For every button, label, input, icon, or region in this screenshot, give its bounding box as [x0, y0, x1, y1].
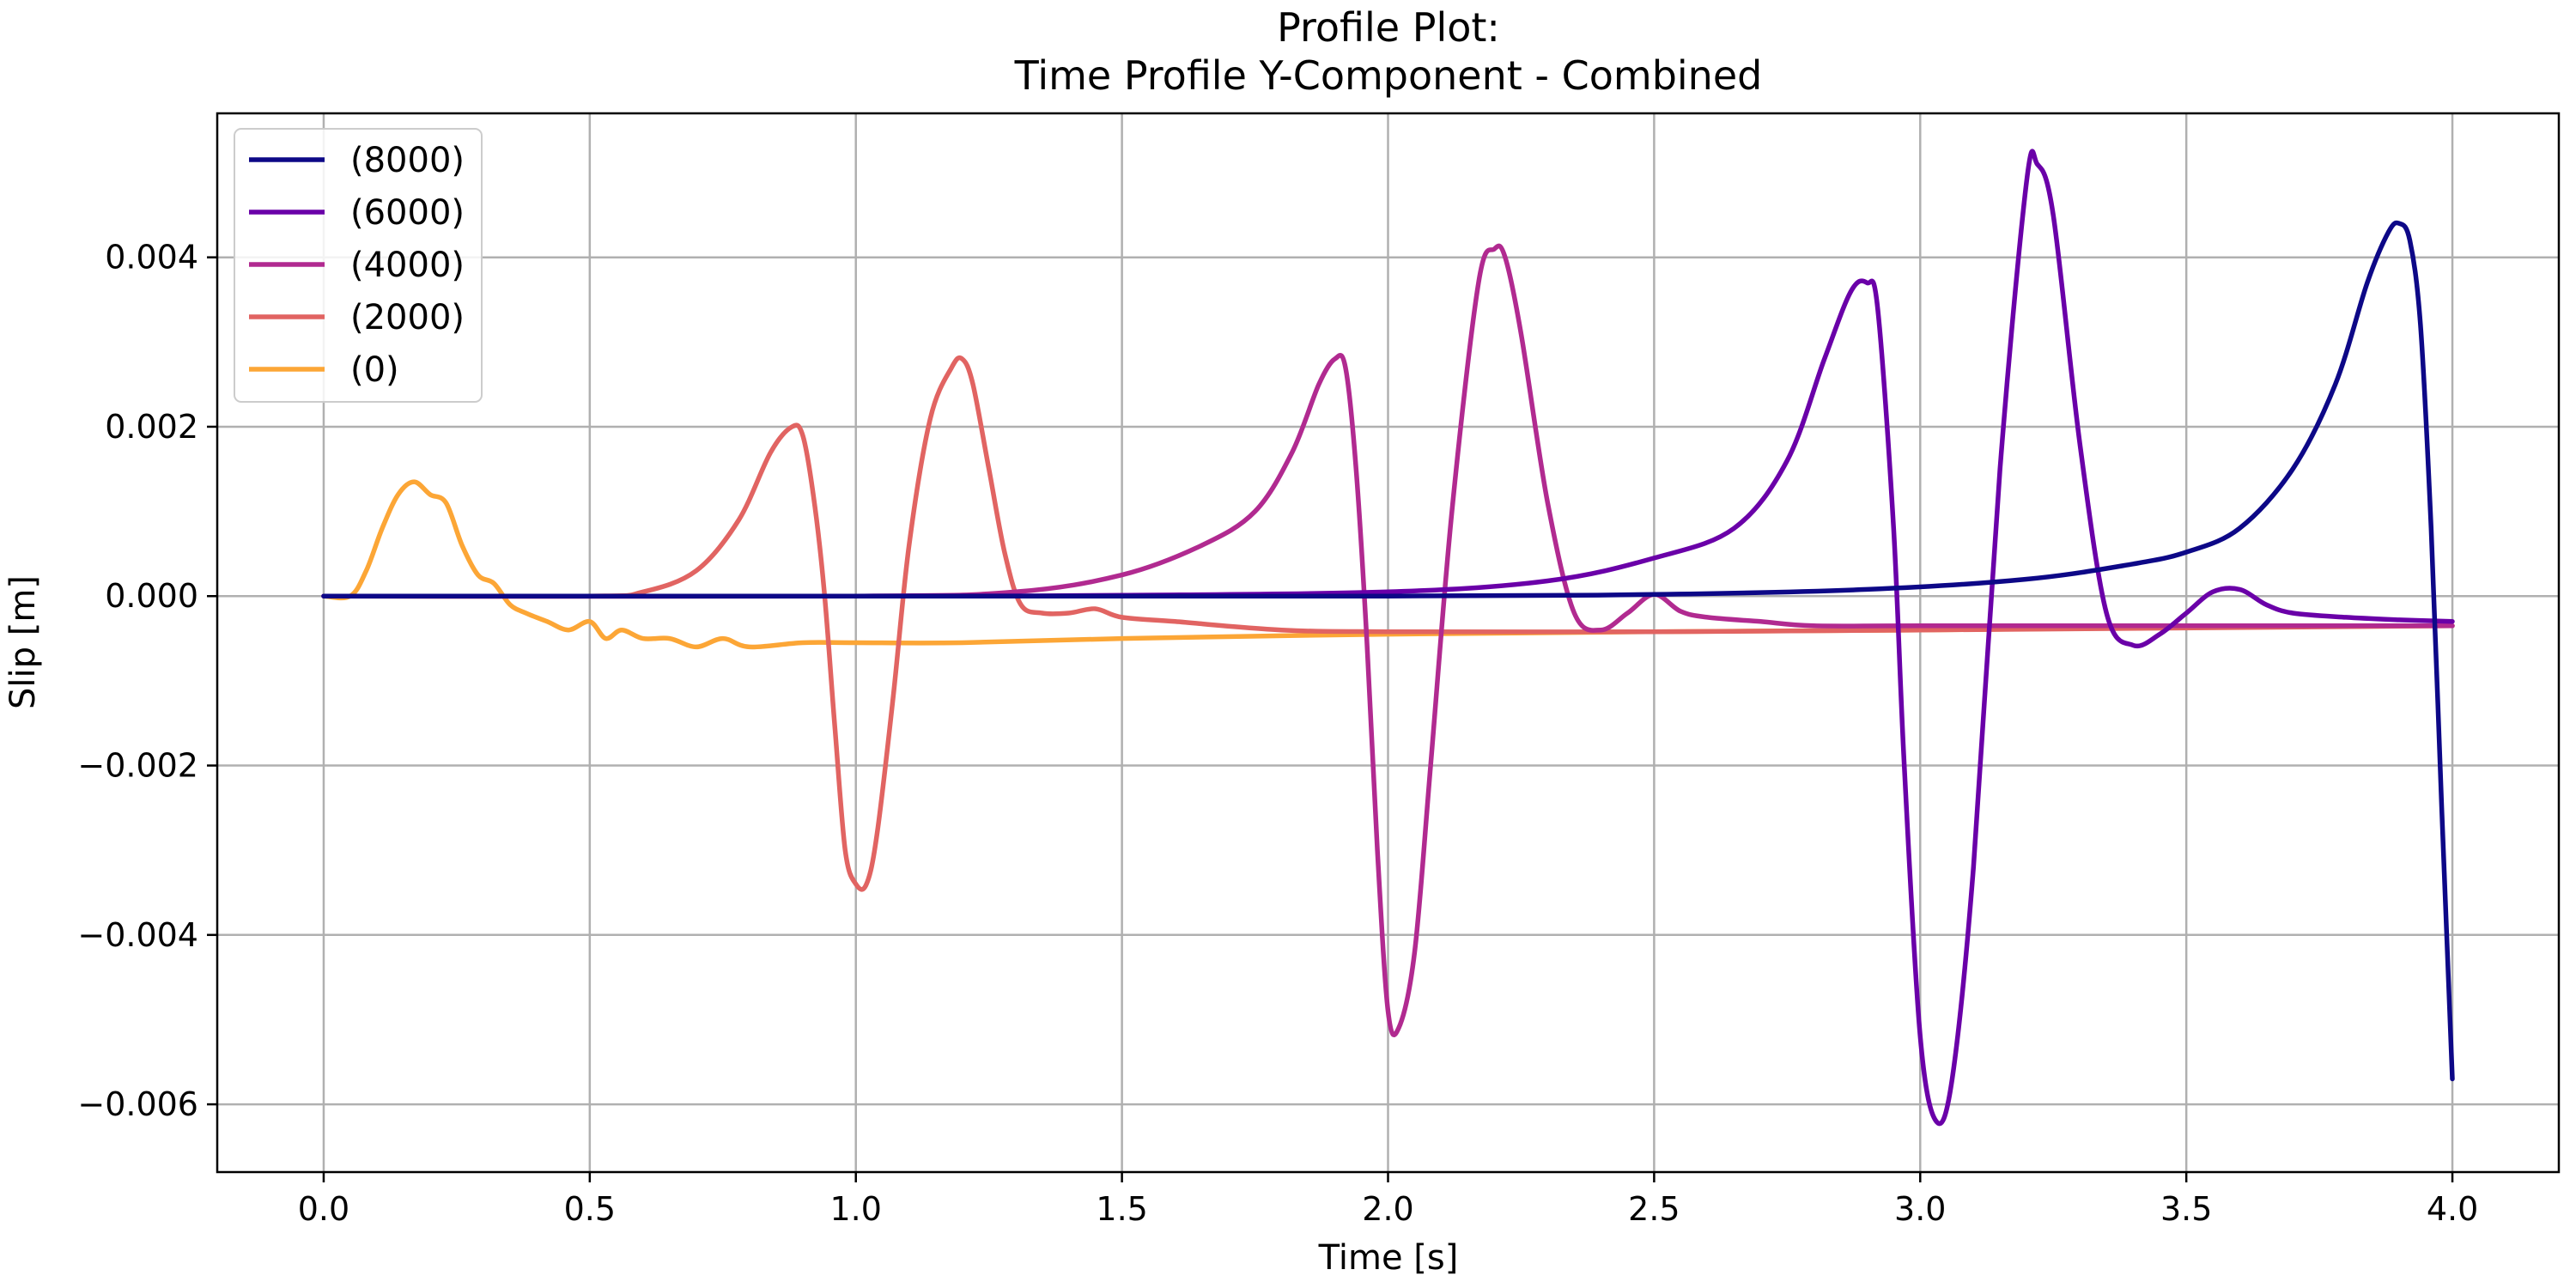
y-axis-ticks: −0.006 −0.004 −0.002 0.000 0.002 0.004	[77, 239, 217, 1123]
y-tick-label: −0.006	[77, 1085, 198, 1123]
x-tick-label: 4.0	[2427, 1190, 2478, 1228]
x-tick-label: 0.5	[564, 1190, 616, 1228]
y-axis-label: Slip [m]	[3, 575, 43, 709]
legend-label: (8000)	[350, 141, 465, 180]
y-tick-label: 0.002	[105, 408, 198, 446]
y-tick-label: 0.000	[105, 577, 198, 615]
y-tick-label: −0.004	[77, 916, 198, 954]
chart-subtitle: Time Profile Y-Component - Combined	[1014, 52, 1763, 99]
legend-label: (4000)	[350, 246, 465, 285]
series-lines	[321, 149, 2455, 1127]
x-axis-label: Time [s]	[1318, 1238, 1459, 1278]
x-tick-label: 0.0	[298, 1190, 349, 1228]
x-tick-label: 3.5	[2160, 1190, 2212, 1228]
x-tick-label: 1.0	[830, 1190, 882, 1228]
x-axis-ticks: 0.0 0.5 1.0 1.5 2.0 2.5 3.0 3.5 4.0	[298, 1172, 2478, 1228]
series-line	[321, 149, 2455, 1127]
x-tick-label: 3.0	[1894, 1190, 1946, 1228]
legend-box	[234, 128, 483, 403]
series-line	[321, 355, 2455, 892]
x-tick-label: 2.0	[1362, 1190, 1413, 1228]
y-tick-label: 0.004	[105, 239, 198, 276]
legend-label: (0)	[350, 350, 399, 390]
chart-title: Profile Plot:	[1277, 4, 1500, 51]
x-tick-label: 2.5	[1628, 1190, 1680, 1228]
y-tick-label: −0.002	[77, 747, 198, 785]
legend-label: (2000)	[350, 298, 465, 337]
series-line	[321, 243, 2455, 1037]
legend-label: (6000)	[350, 193, 465, 233]
series-line	[321, 220, 2455, 1082]
legend: (8000) (6000) (4000) (2000) (0)	[234, 128, 483, 403]
x-tick-label: 1.5	[1096, 1190, 1147, 1228]
